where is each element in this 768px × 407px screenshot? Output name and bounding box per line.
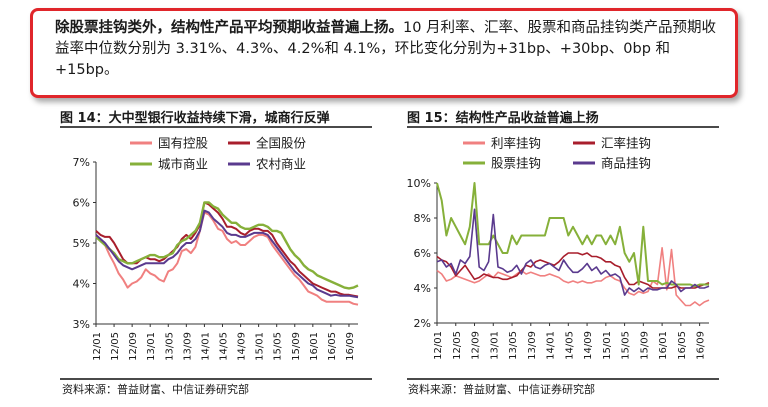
chart-14-top-rule [60, 126, 372, 128]
chart-15-plot: 10% 8% 6% 4% 2%12/01 12/05 12/09 13/01 13/05 13/0… [407, 136, 710, 360]
y-tick-label: 8% [414, 212, 431, 225]
series-line-1 [436, 247, 710, 307]
x-tick-label: 13/05 [508, 331, 519, 360]
x-tick-label: 12/05 [452, 331, 463, 360]
x-tick-label: 14/05 [218, 332, 229, 361]
callout-bold-lead: 除股票挂钩类外，结构性产品平均预期收益普遍上扬。 [55, 20, 403, 36]
series-line-4 [95, 209, 359, 299]
x-tick-label: 16/09 [345, 332, 356, 361]
x-tick-label: 12/05 [110, 332, 121, 361]
x-tick-label: 13/09 [527, 331, 538, 360]
series-line-3 [436, 182, 709, 288]
chart-14-bottom-rule [60, 378, 372, 380]
x-tick-label: 12/09 [128, 332, 139, 361]
series-line-3 [95, 201, 359, 290]
y-tick-label: 7% [73, 156, 90, 169]
y-tick-label: 5% [73, 237, 90, 250]
legend-label: 利率挂钩 [491, 136, 541, 151]
x-tick-label: 16/05 [327, 332, 338, 361]
y-tick-label: 4% [73, 278, 90, 291]
x-tick-label: 12/01 [92, 332, 103, 361]
series-line-1 [95, 211, 359, 306]
x-tick-label: 15/01 [255, 332, 266, 361]
legend-label: 商品挂钩 [601, 156, 651, 171]
x-tick-label: 14/01 [200, 332, 211, 361]
x-tick-label: 15/05 [621, 331, 632, 360]
x-tick-label: 14/09 [583, 331, 594, 360]
x-tick-label: 16/01 [658, 331, 669, 360]
chart-14-title: 图 14：大中型银行收益持续下滑，城商行反弹 [60, 111, 330, 126]
x-tick-label: 14/01 [546, 331, 557, 360]
chart-15-source: 资料来源：普益财富、中信证券研究部 [408, 383, 595, 396]
x-tick-label: 16/01 [309, 332, 320, 361]
y-tick-label: 10% [407, 177, 431, 190]
legend-label: 国有控股 [158, 136, 209, 151]
series-line-4 [436, 208, 710, 296]
x-tick-label: 16/05 [677, 331, 688, 360]
chart-15-top-rule [407, 126, 719, 128]
chart-14-source: 资料来源：普益财富、中信证券研究部 [62, 383, 249, 396]
legend-label: 股票挂钩 [491, 156, 541, 171]
y-tick-label: 3% [73, 318, 90, 331]
y-tick-label: 6% [414, 247, 431, 260]
x-tick-label: 12/09 [471, 331, 482, 360]
y-tick-label: 2% [414, 317, 431, 330]
x-tick-label: 14/09 [237, 332, 248, 361]
x-tick-label: 15/05 [273, 332, 284, 361]
y-tick-label: 4% [414, 282, 431, 295]
x-tick-label: 15/01 [602, 331, 613, 360]
x-tick-label: 13/01 [489, 331, 500, 360]
x-tick-label: 12/01 [433, 331, 444, 360]
legend-label: 汇率挂钩 [601, 136, 651, 151]
callout-text: 10 月利率、汇率、股票和商品挂钩类产品预期收益率中位数分别为 3.31%、4.… [55, 20, 717, 78]
x-tick-label: 16/09 [696, 331, 707, 360]
legend-label: 农村商业 [256, 157, 306, 172]
legend-label: 城市商业 [158, 157, 208, 172]
x-tick-label: 14/05 [564, 331, 575, 360]
summary-callout: 除股票挂钩类外，结构性产品平均预期收益普遍上扬。10 月利率、汇率、股票和商品挂… [30, 8, 738, 98]
x-tick-label: 15/09 [639, 331, 650, 360]
x-tick-label: 13/09 [182, 332, 193, 361]
legend-label: 全国股份 [256, 136, 307, 151]
chart-14-plot: 7% 6% 5% 4% 3%12/01 12/05 12/09 13/01 13/05 13/09… [73, 136, 359, 361]
chart-15-bottom-rule [407, 378, 719, 380]
x-tick-label: 15/09 [291, 332, 302, 361]
y-tick-label: 6% [73, 197, 90, 210]
x-tick-label: 13/01 [146, 332, 157, 361]
chart-15-title: 图 15：结构性产品收益普遍上扬 [407, 111, 599, 126]
x-tick-label: 13/05 [164, 332, 175, 361]
